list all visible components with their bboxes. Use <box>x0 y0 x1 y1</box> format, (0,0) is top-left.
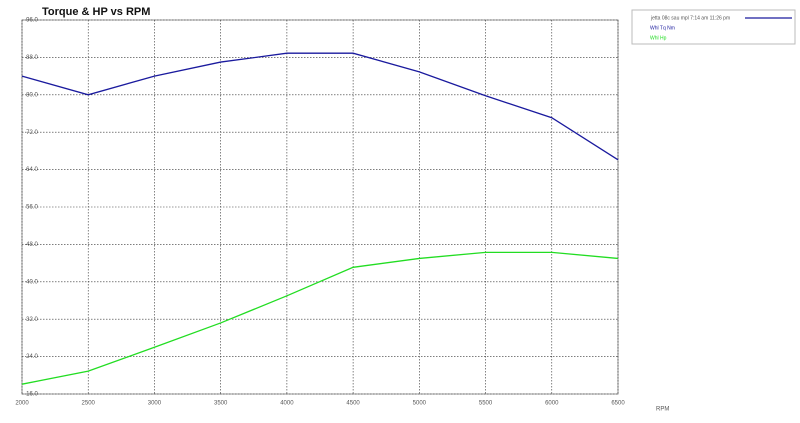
y-tick-label: 88.0 <box>26 55 38 61</box>
y-tick-label: 64.0 <box>26 167 38 173</box>
legend-label: Whl Tq Nm <box>650 25 675 31</box>
x-tick-label: 6500 <box>611 401 625 407</box>
y-tick-label: 56.0 <box>26 205 38 211</box>
x-tick-label: 2000 <box>15 401 29 407</box>
y-tick-label: 48.0 <box>26 242 38 248</box>
x-tick-label: 3000 <box>148 401 162 407</box>
y-tick-label: 72.0 <box>26 130 38 136</box>
legend-label: Whl Hp <box>650 35 667 41</box>
data-line <box>21 251 619 385</box>
y-tick-label: 96.0 <box>26 18 38 24</box>
y-tick-label: 80.0 <box>26 92 38 98</box>
x-axis-label: RPM <box>656 407 669 413</box>
x-tick-label: 5000 <box>413 401 427 407</box>
x-tick-label: 5500 <box>479 401 493 407</box>
data-line <box>21 52 619 161</box>
chart-title: Torque & HP vs RPM <box>42 6 150 18</box>
y-tick-label: 40.0 <box>26 279 38 285</box>
y-tick-label: 32.0 <box>26 317 38 323</box>
x-tick-label: 2500 <box>82 401 96 407</box>
x-tick-label: 4000 <box>280 401 294 407</box>
y-tick-label: 16.0 <box>26 392 38 398</box>
y-tick-label: 24.0 <box>26 354 38 360</box>
x-tick-label: 3500 <box>214 401 228 407</box>
x-tick-label: 4500 <box>346 401 360 407</box>
legend-box <box>631 9 796 45</box>
legend-title: jetta 08c sau mpl 7:14 am 11:26 pm <box>650 15 730 21</box>
x-tick-label: 6000 <box>545 401 559 407</box>
